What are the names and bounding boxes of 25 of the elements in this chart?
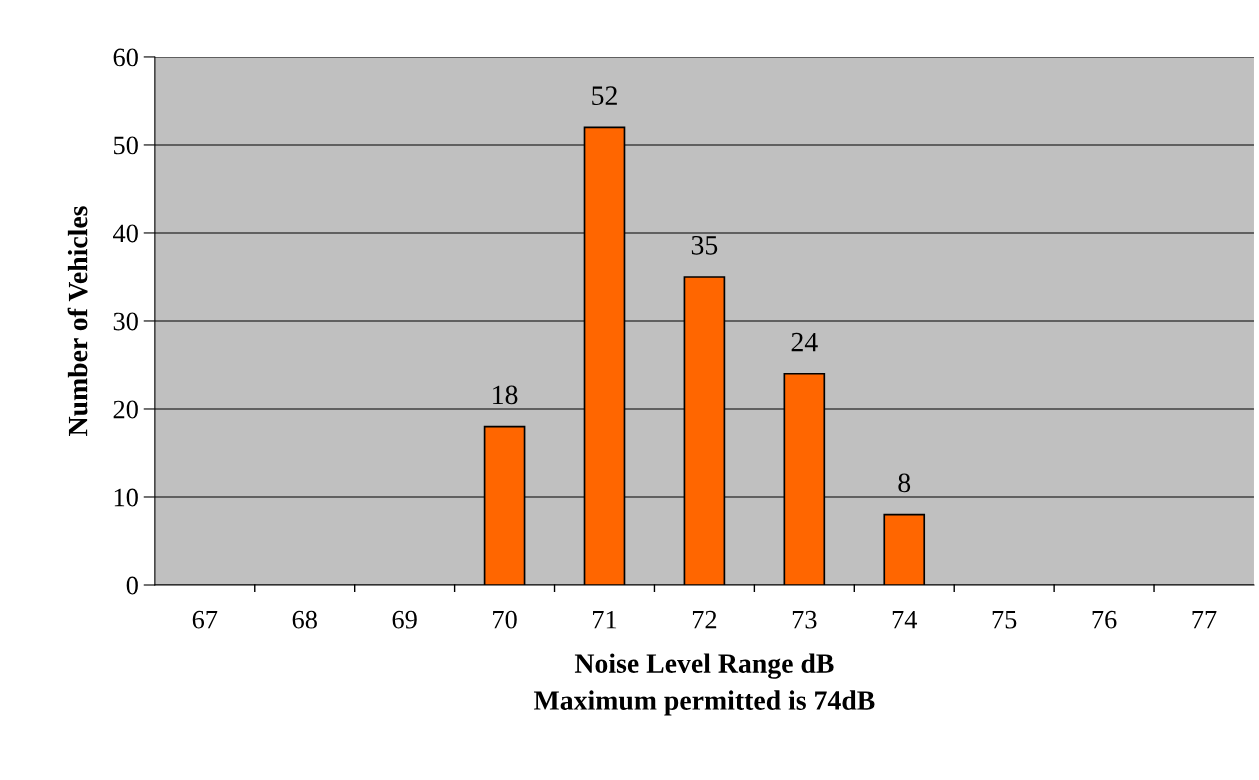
data-label: 24 — [791, 332, 818, 352]
x-tick-label: 71 — [593, 610, 617, 629]
x-tick-label: 73 — [792, 610, 817, 629]
data-label: 18 — [493, 385, 518, 405]
y-tick-label: 20 — [113, 400, 138, 419]
y-axis-title: Number of Vehicles — [67, 206, 88, 436]
x-tick-label: 77 — [1192, 611, 1217, 629]
y-tick-label: 0 — [126, 576, 138, 595]
x-tick-label: 69 — [392, 610, 417, 629]
y-tick-label: 30 — [113, 312, 138, 331]
x-tick-label: 76 — [1092, 610, 1117, 629]
y-tick-label: 50 — [114, 136, 138, 155]
x-tick-label: 75 — [992, 611, 1017, 629]
data-label: 8 — [898, 473, 911, 493]
x-tick-label: 70 — [493, 610, 517, 629]
x-tick-label: 68 — [292, 610, 317, 629]
data-label: 52 — [592, 86, 617, 106]
y-tick-label: 10 — [114, 488, 138, 507]
data-label: 35 — [691, 235, 718, 255]
y-tick-label: 60 — [113, 48, 138, 67]
y-tick-label: 40 — [113, 224, 138, 243]
x-tick-label: 74 — [892, 610, 918, 629]
x-tick-label: 72 — [692, 610, 717, 629]
x-axis-title: Noise Level Range dB Maximum permitted is 74dB — [533, 653, 875, 716]
x-tick-label: 67 — [192, 610, 218, 629]
